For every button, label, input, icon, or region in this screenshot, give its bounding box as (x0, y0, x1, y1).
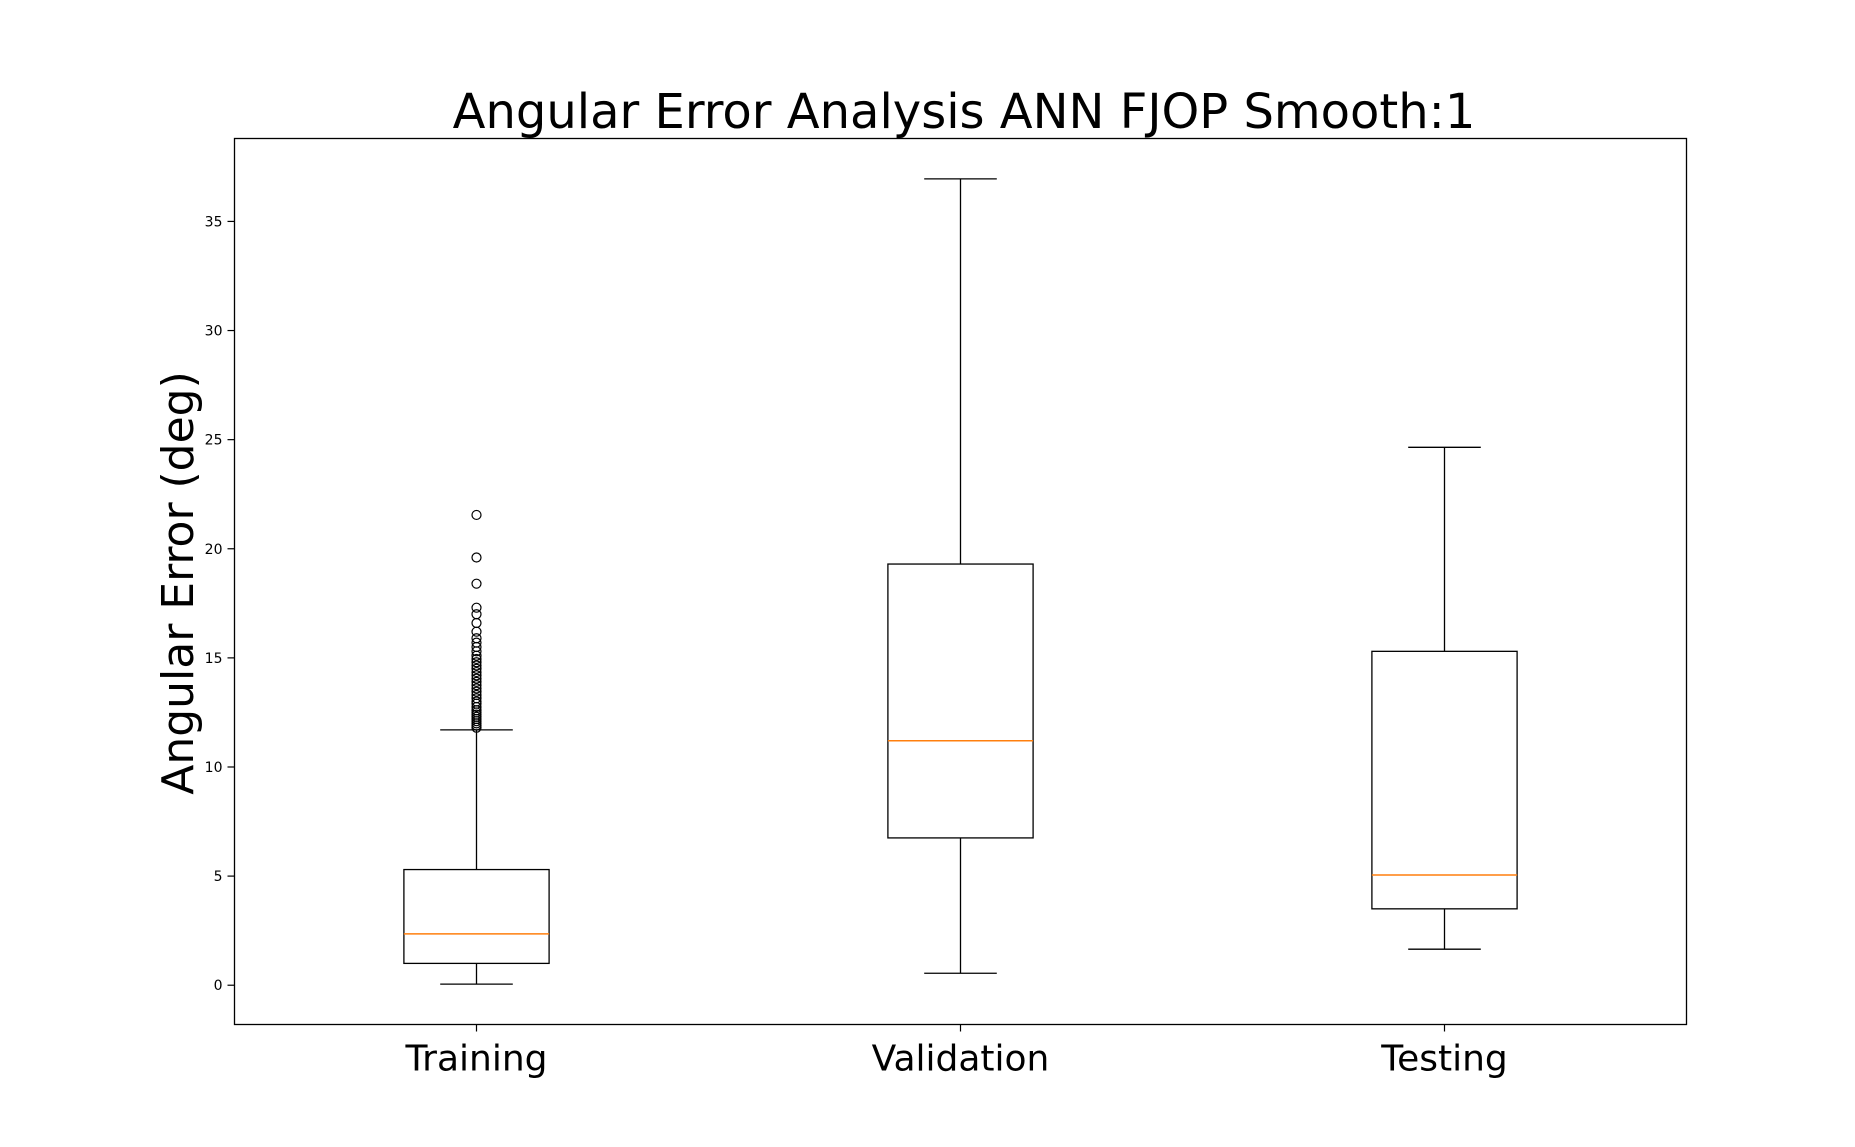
x-tick-label: Testing (1380, 1039, 1508, 1080)
y-tick-label: 35 (205, 214, 223, 230)
outlier-point (471, 666, 482, 678)
outlier-point (471, 552, 482, 563)
y-tick-label: 15 (205, 651, 223, 667)
outlier-point (471, 637, 482, 648)
outlier-point (471, 683, 482, 694)
outlier-point (471, 653, 482, 665)
box-validation (887, 178, 1034, 974)
outlier-point (471, 689, 482, 701)
y-axis: 0 5 10 15 20 25 30 35 (205, 214, 235, 994)
box-iqr (1371, 650, 1518, 910)
outlier-point (471, 670, 482, 681)
outlier-point (471, 693, 482, 704)
outlier-point (471, 657, 482, 668)
y-tick-label: 30 (205, 324, 223, 340)
outlier-point (471, 609, 482, 620)
outlier-point (471, 686, 482, 697)
outlier-point (471, 602, 482, 613)
chart-title: Angular Error Analysis ANN FJOP Smooth:1 (453, 84, 1476, 140)
y-tick-label: 0 (214, 978, 223, 994)
box-iqr (403, 868, 550, 965)
outlier-point (471, 676, 482, 687)
box-testing (1371, 446, 1518, 950)
x-tick-label: Validation (872, 1039, 1050, 1080)
y-axis-label: Angular Error (deg) (153, 371, 204, 795)
outlier-point (471, 660, 482, 671)
box-training (403, 509, 550, 985)
outlier-point (471, 617, 482, 629)
y-tick-label: 10 (205, 760, 223, 776)
y-tick-label: 20 (205, 542, 223, 558)
x-axis: Training Validation Testing (404, 1024, 1508, 1080)
y-tick-label: 5 (214, 869, 223, 885)
box-iqr (887, 563, 1034, 839)
outlier-point (471, 578, 482, 589)
outlier-point (471, 663, 482, 674)
x-tick-label: Training (404, 1039, 547, 1080)
box-series (403, 178, 1518, 985)
outlier-point (471, 673, 482, 684)
outlier-point (471, 680, 482, 691)
outlier-point (471, 696, 482, 707)
outlier-point (471, 626, 482, 637)
y-tick-label: 25 (205, 433, 223, 449)
outlier-point (471, 633, 482, 644)
outlier-point (471, 509, 482, 521)
